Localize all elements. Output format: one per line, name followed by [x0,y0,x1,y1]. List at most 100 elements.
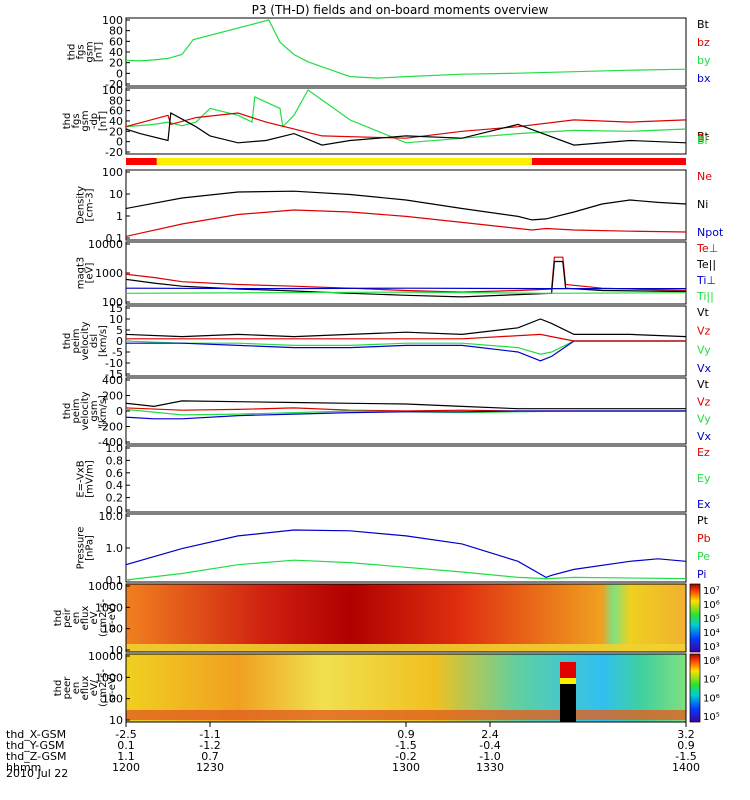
y-tick-label: 10000 [88,238,123,251]
y-tick-label: 1 [116,210,123,223]
x-tick-label: 0.1 [117,739,135,752]
y-axis-label-line: thd [62,333,73,350]
x-tick-label: -2.5 [115,728,136,741]
x-axis-row-label: thd_X-GSM [6,728,66,741]
y-tick-label: -20 [105,146,123,159]
y-axis-label-line: en [71,612,82,625]
x-axis-row-label: thd_Z-GSM [6,750,66,763]
legend-label: Ti|| [696,290,714,303]
legend-label: Pi [697,568,706,581]
y-axis-label-line: gsm [85,41,96,62]
colorbar-tick-label: 10⁶ [703,600,720,611]
legend-label: Bt [697,18,710,31]
colorbar-tick-label: 10⁸ [703,656,720,667]
series-line [125,340,686,355]
y-axis-label-line: [nPa] [85,535,96,561]
y-axis-label-line: eflux [80,606,91,631]
y-axis-label-line: eV/ [89,679,100,696]
x-tick-label: -1.1 [199,728,220,741]
y-tick-label: -5 [112,346,123,359]
y-axis-label: thdfgsgsm-dp[nT] [62,110,109,131]
x-tick-label: -0.4 [479,739,500,752]
y-axis-label-line: thd [67,44,78,61]
legend-label: Vx [697,362,712,375]
legend-label: bx [697,72,711,85]
y-tick-label: 0 [116,67,123,80]
heatmap-data-gap-top [560,662,576,678]
panel-pressure: 10.0 1.0 0.1 Pressure[nPa] Pt Pb Pe Pi [76,510,711,587]
y-tick-label: 5 [116,324,123,337]
y-tick-label: 1.0 [106,542,124,555]
y-tick-label: 0 [116,405,123,418]
legend-label: Pe [697,550,710,563]
series-line [125,256,687,293]
legend-label: Vy [697,413,711,426]
panel-frame [125,169,687,241]
y-tick-label: -200 [98,421,123,434]
y-axis-label-line: dsl [89,334,100,348]
y-tick-label: 200 [102,390,123,403]
y-axis-label-line: peim [71,328,82,353]
y-axis-label-line: peim [71,398,82,423]
series-line [126,340,686,362]
y-axis-label-line: peir [62,607,73,627]
panel-frame [125,445,687,513]
colorbar-tick-label: 10⁷ [703,675,720,686]
y-axis-label: magt3[eV] [76,257,96,290]
y-axis-label-line: velocity [80,391,91,430]
y-axis-label-line: (cm2-s- [98,669,109,707]
x-tick-label: -1.5 [675,750,696,763]
y-tick-label: 400 [102,374,123,387]
legend-label: Vx [697,430,712,443]
series-line [125,260,687,298]
y-axis-label-line: Pressure [76,527,87,570]
y-tick-label: 100 [102,166,123,179]
y-axis-label: thdpeirenefluxeV(cm2-s-sr-eV) [53,599,118,637]
colorbar [689,583,701,653]
y-axis-label-line: [nT] [94,42,105,62]
series-line [125,559,687,581]
panel-vel_gsm: 400 200 0 -200 -400 thdpeimvelocitygsm[km/s] V… [62,374,712,449]
series-line [125,19,687,79]
y-axis-label-line: Density [76,186,87,224]
y-tick-label: 15 [109,302,123,315]
plot-title: P3 (TH-D) fields and on-board moments ov… [252,3,549,17]
x-tick-label: -1.0 [479,750,500,763]
y-tick-label: 0.0 [106,504,124,517]
legend-label: Ti⊥ [696,274,716,287]
colorbar-tick-label: 10⁵ [703,614,720,625]
y-tick-label: 0.8 [106,454,124,467]
heatmap-data-gap-edge [560,678,576,684]
y-tick-label: 100 [102,693,123,706]
legend-label: Ey [697,472,711,485]
y-tick-label: 40 [109,115,123,128]
x-tick-label: 1300 [392,761,420,774]
series-line [125,529,687,579]
x-tick-label: 0.9 [397,728,415,741]
x-tick-label: 1.1 [117,750,135,763]
y-axis-label-line: eflux [80,676,91,701]
y-axis-label-line: eV [89,611,100,624]
colorbar-tick-label: 10⁶ [703,693,720,704]
y-axis-label-line: thd [53,680,64,697]
legend-label: Vz [697,395,711,408]
y-axis-label-line: [nT] [98,111,109,131]
panel-peer: 10⁸ 10⁷ 10⁶ 10⁵ 10000 1000 100 10 thdpeereneflux… [53,650,720,727]
y-tick-label: 10 [109,188,123,201]
y-tick-label: 100 [102,296,123,309]
y-tick-label: 10 [109,644,123,657]
panel-frame [125,17,687,87]
legend-label: Te|| [696,258,716,271]
y-tick-label: 10000 [88,580,123,593]
x-axis-row-label: hhmm [6,761,41,774]
y-tick-label: 10000 [88,650,123,663]
mode-bar-segment [156,158,533,165]
panel-efield: 1.00.80.60.40.20.0 E=-VxB[mV/m] Ez Ey Ex [76,442,711,517]
y-tick-label: 60 [109,35,123,48]
y-tick-label: 10.0 [99,510,124,523]
y-tick-label: 0.4 [106,479,124,492]
